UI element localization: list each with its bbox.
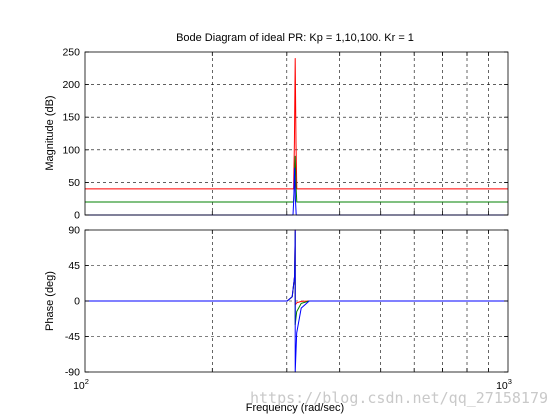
magnitude-axes-frame (84, 51, 509, 216)
phase-ylabel: Phase (deg) (44, 271, 56, 331)
phase-ticks: -90 -45 0 45 90 (65, 225, 508, 379)
y-tick-label-magnitude-1: 50 (68, 177, 80, 189)
x-tick-label-100: 102 (73, 377, 89, 392)
y-tick-label-phase-4: 90 (68, 225, 80, 237)
watermark: https://blog.csdn.net/qq_27158179 (250, 389, 548, 407)
y-tick-label-phase-2: 0 (74, 296, 80, 308)
y-tick-label-magnitude-2: 100 (62, 144, 80, 156)
magnitude-ylabel: Magnitude (dB) (44, 95, 56, 170)
phase-panel: -90 -45 0 45 90 Phase (deg) (44, 225, 509, 379)
y-tick-label-phase-1: -45 (65, 331, 80, 343)
phase-series (85, 229, 508, 373)
magnitude-panel: 0 50 100 150 200 250 Magnitude (dB) (44, 47, 509, 222)
y-tick-label-magnitude-0: 0 (74, 210, 80, 222)
y-tick-label-phase-0: -90 (65, 367, 80, 379)
y-tick-label-magnitude-5: 250 (62, 47, 80, 59)
y-tick-label-magnitude-4: 200 (62, 79, 80, 91)
x-axis-label: Frequency (rad/sec) (246, 402, 344, 414)
x-tick-label-1000: 103 (496, 377, 512, 392)
chart-title: Bode Diagram of ideal PR: Kp = 1,10,100.… (176, 32, 414, 44)
y-tick-label-phase-3: 45 (68, 260, 80, 272)
phase-series-2 (85, 229, 508, 373)
y-tick-label-magnitude-3: 150 (62, 112, 80, 124)
magnitude-ticks: 0 50 100 150 200 250 (62, 47, 508, 222)
